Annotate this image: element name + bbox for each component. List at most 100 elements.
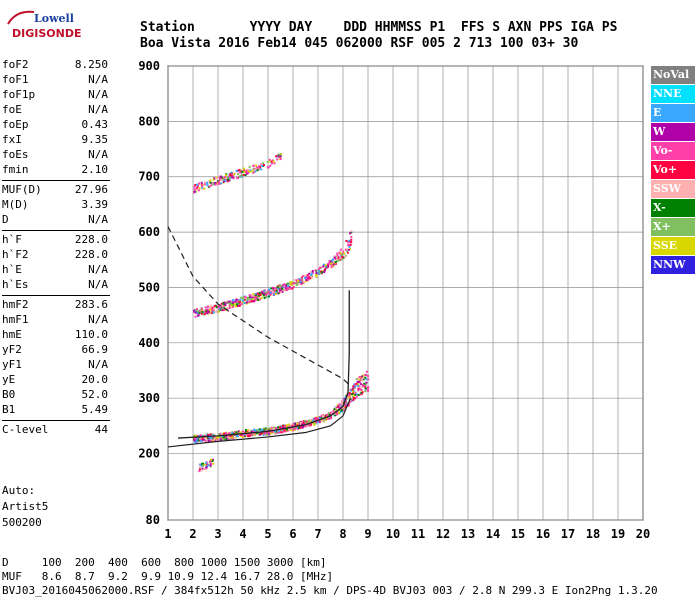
echo-point bbox=[204, 310, 207, 313]
echo-point bbox=[205, 461, 208, 464]
echo-point bbox=[344, 255, 347, 258]
echo-point bbox=[224, 303, 227, 306]
echo-point bbox=[202, 464, 205, 467]
echo-point bbox=[313, 423, 316, 426]
param-value: 5.49 bbox=[81, 403, 109, 416]
echo-point bbox=[336, 252, 339, 255]
echo-point bbox=[200, 312, 203, 315]
param-value: 52.0 bbox=[81, 388, 109, 401]
echo-point bbox=[225, 432, 228, 435]
echo-point bbox=[322, 415, 325, 418]
echo-point bbox=[351, 389, 354, 392]
echo-point bbox=[255, 164, 258, 167]
echo-point bbox=[266, 295, 269, 298]
echo-point bbox=[201, 185, 204, 188]
echo-point bbox=[217, 310, 220, 313]
param-label: yE bbox=[2, 373, 16, 386]
echo-point bbox=[306, 274, 309, 277]
echo-point bbox=[210, 184, 213, 187]
echo-point bbox=[206, 438, 209, 441]
echo-point bbox=[336, 254, 339, 257]
echo-point bbox=[279, 431, 282, 434]
y-tick-label: 200 bbox=[138, 447, 160, 461]
echo-point bbox=[239, 170, 242, 173]
echo-point bbox=[199, 310, 202, 313]
echo-point bbox=[261, 164, 264, 167]
echo-point bbox=[195, 438, 198, 441]
echo-point bbox=[347, 404, 350, 407]
param-label: hmF2 bbox=[2, 298, 29, 311]
echo-point bbox=[268, 430, 271, 433]
echo-point bbox=[217, 183, 220, 186]
echo-point bbox=[200, 469, 203, 472]
echo-point bbox=[243, 296, 246, 299]
echo-point bbox=[268, 427, 271, 430]
echo-point bbox=[280, 153, 283, 156]
echo-point bbox=[263, 296, 266, 299]
echo-point bbox=[291, 425, 294, 428]
echo-point bbox=[314, 274, 317, 277]
x-tick-label: 1 bbox=[164, 527, 171, 541]
echo-point bbox=[338, 252, 341, 255]
echo-point bbox=[327, 417, 330, 420]
echo-point bbox=[265, 291, 268, 294]
param-value: N/A bbox=[88, 88, 108, 101]
echo-point bbox=[244, 299, 247, 302]
echo-point bbox=[310, 418, 313, 421]
echo-point bbox=[239, 431, 242, 434]
param-label: M(D) bbox=[2, 198, 29, 211]
x-tick-label: 5 bbox=[264, 527, 271, 541]
echo-point bbox=[238, 304, 241, 307]
legend-item: W bbox=[651, 123, 695, 141]
echo-point bbox=[195, 190, 198, 193]
echo-point bbox=[193, 185, 196, 188]
echo-point bbox=[316, 275, 319, 278]
echo-point bbox=[247, 297, 250, 300]
echo-point bbox=[287, 285, 290, 288]
param-value: 228.0 bbox=[74, 233, 108, 246]
echo-point bbox=[237, 430, 240, 433]
echo-point bbox=[297, 280, 300, 283]
echo-point bbox=[300, 278, 303, 281]
echo-point bbox=[244, 297, 247, 300]
echo-point bbox=[364, 376, 367, 379]
echo-point bbox=[198, 182, 201, 185]
param-value: N/A bbox=[88, 358, 108, 371]
x-tick-label: 13 bbox=[461, 527, 475, 541]
echo-point bbox=[324, 269, 327, 272]
echo-point bbox=[249, 296, 252, 299]
echo-point bbox=[301, 425, 304, 428]
param-value: 27.96 bbox=[74, 183, 108, 196]
echo-point bbox=[252, 300, 255, 303]
x-tick-label: 15 bbox=[511, 527, 525, 541]
echo-point bbox=[202, 462, 205, 465]
x-tick-label: 17 bbox=[561, 527, 575, 541]
echo-point bbox=[339, 252, 342, 255]
echo-point bbox=[207, 180, 210, 183]
echo-point bbox=[254, 168, 257, 171]
echo-point bbox=[352, 390, 355, 393]
param-label: B1 bbox=[2, 403, 16, 416]
echo-point bbox=[248, 434, 251, 437]
echo-point bbox=[209, 181, 212, 184]
echo-point bbox=[214, 304, 217, 307]
echo-point bbox=[361, 375, 364, 378]
param-value: 110.0 bbox=[74, 328, 108, 341]
echo-point bbox=[287, 287, 290, 290]
echo-point bbox=[280, 431, 283, 434]
echo-point bbox=[218, 182, 221, 185]
echo-point bbox=[367, 389, 370, 392]
echo-point bbox=[306, 423, 309, 426]
echo-point bbox=[243, 301, 246, 304]
echo-point bbox=[367, 378, 370, 381]
echo-point bbox=[334, 407, 337, 410]
echo-point bbox=[211, 459, 214, 462]
echo-point bbox=[238, 169, 241, 172]
echo-point bbox=[318, 269, 321, 272]
logo-line1: Lowell bbox=[34, 12, 74, 25]
param-row: h`E N/A bbox=[2, 263, 108, 278]
echo-point bbox=[243, 434, 246, 437]
echo-point bbox=[279, 284, 282, 287]
param-label: D bbox=[2, 213, 9, 226]
echo-point bbox=[206, 312, 209, 315]
